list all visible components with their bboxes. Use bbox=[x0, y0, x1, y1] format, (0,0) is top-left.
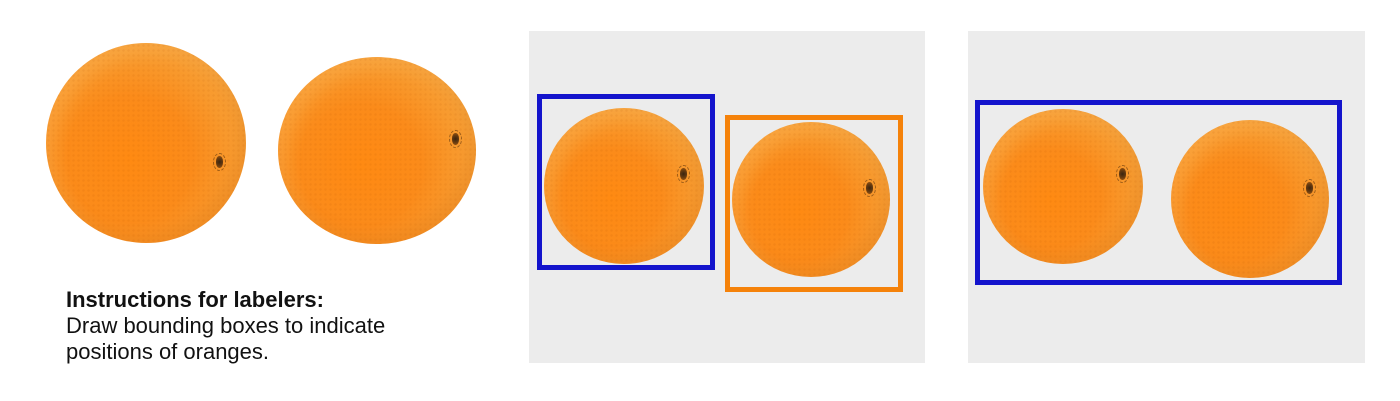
orange-navel bbox=[677, 165, 690, 183]
labeler-instructions: Instructions for labelers: Draw bounding… bbox=[66, 287, 486, 365]
orange-bounding-box bbox=[725, 115, 903, 292]
orange-navel bbox=[1303, 179, 1316, 197]
blue-bounding-box bbox=[537, 94, 715, 270]
orange-navel bbox=[1116, 165, 1129, 183]
instructions-heading: Instructions for labelers: bbox=[66, 287, 324, 312]
orange-fruit bbox=[46, 43, 246, 243]
orange-fruit bbox=[544, 108, 704, 264]
orange-navel bbox=[449, 130, 462, 148]
orange-fruit bbox=[983, 109, 1143, 264]
orange-fruit bbox=[278, 57, 476, 244]
instructions-body: Draw bounding boxes to indicate position… bbox=[66, 313, 386, 364]
orange-navel bbox=[213, 153, 226, 171]
orange-fruit bbox=[732, 122, 890, 277]
orange-fruit bbox=[1171, 120, 1329, 278]
blue-bounding-box bbox=[975, 100, 1342, 285]
orange-navel bbox=[863, 179, 876, 197]
